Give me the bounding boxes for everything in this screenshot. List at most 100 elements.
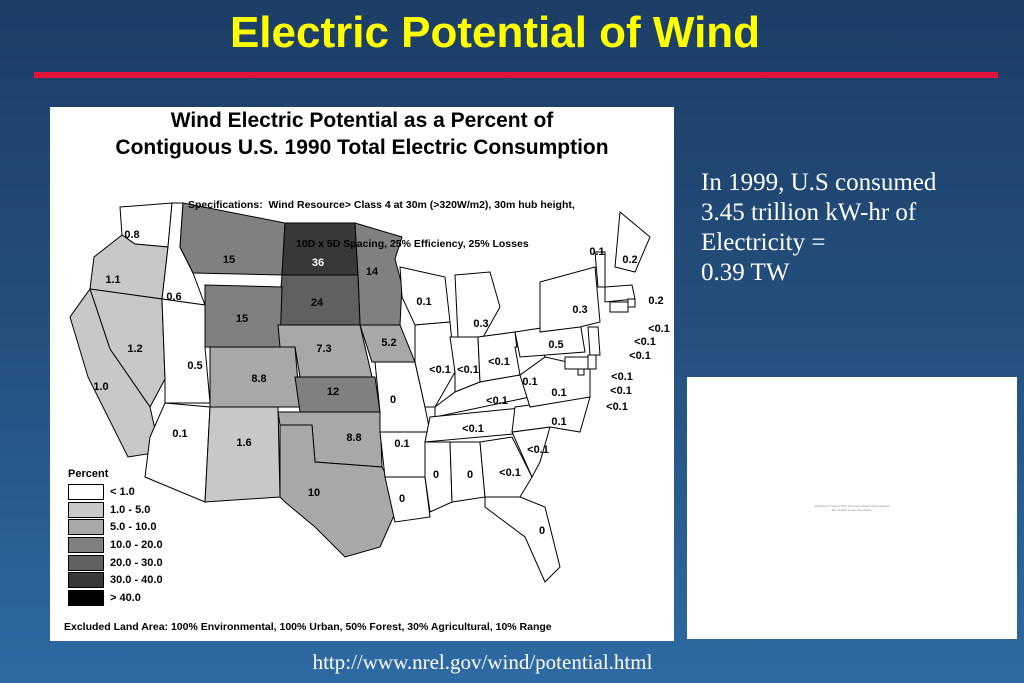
state-value-nc: 0.1 [551, 416, 566, 428]
consumption-note: In 1999, U.S consumed 3.45 trillion kW-h… [701, 168, 1021, 288]
state-value-nj: <0.1 [629, 350, 651, 362]
state-ut [161, 298, 211, 404]
state-ny [539, 266, 601, 333]
state-value-ia: 5.2 [381, 337, 396, 349]
state-md [564, 356, 589, 370]
legend-swatch [68, 572, 104, 589]
legend-label: > 40.0 [110, 591, 141, 604]
state-value-ma: 0.2 [648, 295, 663, 307]
map-title: Wind Electric Potential as a Percent of … [50, 107, 674, 161]
state-ms [424, 441, 453, 513]
legend-label: < 1.0 [110, 485, 135, 498]
legend-row: > 40.0 [68, 589, 163, 607]
state-value-in: <0.1 [457, 364, 479, 376]
state-value-me: 0.2 [622, 254, 637, 266]
state-value-nd: 36 [312, 257, 324, 269]
state-value-ar: 0.1 [394, 438, 409, 450]
spec-line2: 10D x 5D Spacing, 25% Efficiency, 25% Lo… [296, 238, 529, 250]
map-specifications: Specifications: Wind Resource> Class 4 a… [188, 173, 668, 277]
state-ct [609, 301, 629, 313]
legend-swatch [68, 536, 104, 553]
map-legend: Percent < 1.0 1.0 - 5.0 5.0 - 10.0 10.0 - 2… [68, 468, 163, 607]
consumption-line-1: In 1999, U.S consumed [701, 169, 937, 196]
state-value-ky: <0.1 [486, 395, 508, 407]
state-mt [179, 202, 286, 276]
legend-swatch [68, 483, 104, 500]
state-value-mt: 15 [223, 254, 235, 266]
state-value-pa: 0.5 [548, 339, 563, 351]
state-value-ut: 0.5 [187, 360, 202, 372]
state-fl [484, 496, 561, 583]
legend-label: 20.0 - 30.0 [110, 556, 163, 569]
legend-row: 1.0 - 5.0 [68, 501, 163, 519]
wind-map-panel: 0.8 1.1 0.6 15 36 14 24 15 7.3 5.2 1.2 0.5 1.0 8.8 12 0… [50, 107, 674, 641]
state-value-ca: 1.0 [93, 381, 108, 393]
state-value-wv: 0.1 [522, 376, 537, 388]
excluded-land-note: Excluded Land Area: 100% Environmental, … [64, 621, 552, 633]
state-value-tn: <0.1 [462, 423, 484, 435]
state-ca [69, 287, 161, 458]
state-value-oh: <0.1 [488, 356, 510, 368]
legend-row: 20.0 - 30.0 [68, 554, 163, 572]
state-value-or: 1.1 [105, 274, 120, 286]
state-value-ms: 0 [433, 469, 439, 481]
consumption-line-2: 3.45 trillion kW-hr of [701, 199, 917, 226]
legend-row: 30.0 - 40.0 [68, 571, 163, 589]
state-value-nm: 1.6 [236, 437, 251, 449]
state-value-nv: 1.2 [127, 343, 142, 355]
legend-label: 30.0 - 40.0 [110, 574, 163, 587]
state-de [587, 354, 597, 370]
map-title-line1: Wind Electric Potential as a Percent of [170, 109, 554, 132]
map-title-line2: Contiguous U.S. 1990 Total Electric Cons… [115, 136, 609, 159]
state-dc [577, 368, 585, 376]
legend-label: 5.0 - 10.0 [110, 521, 157, 534]
state-la [384, 476, 431, 523]
legend-label: 10.0 - 20.0 [110, 538, 163, 551]
state-value-sc: <0.1 [527, 444, 549, 456]
state-value-ny: 0.3 [572, 304, 587, 316]
state-ga [479, 436, 533, 498]
state-value-fl: 0 [539, 525, 545, 537]
us-wind-map: 0.8 1.1 0.6 15 36 14 24 15 7.3 5.2 1.2 0.5 1.0 8.8 12 0… [69, 202, 670, 583]
state-az [144, 402, 211, 503]
state-value-de: <0.1 [611, 371, 633, 383]
state-value-az: 0.1 [172, 428, 187, 440]
state-value-va: 0.1 [551, 387, 566, 399]
state-value-ri: <0.1 [648, 323, 670, 335]
state-value-ok: 8.8 [346, 432, 361, 444]
state-nm [204, 406, 281, 503]
legend-swatch [68, 554, 104, 571]
missing-image-placeholder: QuickTime™ and a TIFF (Uncompressed) dec… [687, 377, 1017, 639]
state-value-al: 0 [467, 469, 473, 481]
state-value-mo: 0 [390, 394, 396, 406]
consumption-line-4: 0.39 TW [701, 259, 790, 286]
legend-row: 5.0 - 10.0 [68, 518, 163, 536]
slide-title: Electric Potential of Wind [229, 8, 761, 57]
state-value-dc: <0.1 [606, 401, 628, 413]
state-value-vt: 0.1 [589, 246, 604, 258]
state-value-la: 0 [399, 493, 405, 505]
state-value-wi: 0.1 [416, 296, 431, 308]
state-value-co: 8.8 [251, 373, 266, 385]
legend-label: 1.0 - 5.0 [110, 503, 151, 516]
state-value-ks: 12 [327, 386, 339, 398]
state-tx [279, 424, 401, 558]
consumption-line-3: Electricity = [701, 229, 826, 256]
state-ri [627, 298, 636, 308]
legend-row: 10.0 - 20.0 [68, 536, 163, 554]
legend-swatch [68, 589, 104, 606]
state-value-id: 0.6 [166, 291, 181, 303]
state-value-ct: <0.1 [634, 336, 656, 348]
state-value-mn: 14 [366, 266, 379, 278]
state-value-ne: 7.3 [316, 343, 331, 355]
state-value-tx: 10 [308, 487, 320, 499]
title-rule [34, 72, 998, 78]
legend-title: Percent [68, 468, 109, 480]
spec-line1: Specifications: Wind Resource> Class 4 a… [188, 199, 575, 211]
placeholder-caption: QuickTime™ and a TIFF (Uncompressed) dec… [814, 504, 890, 512]
source-link[interactable]: http://www.nrel.gov/wind/potential.html [312, 650, 653, 674]
legend-row: < 1.0 [68, 483, 163, 501]
state-value-ga: <0.1 [499, 467, 521, 479]
state-value-sd: 24 [311, 297, 324, 309]
state-nj [587, 326, 601, 356]
